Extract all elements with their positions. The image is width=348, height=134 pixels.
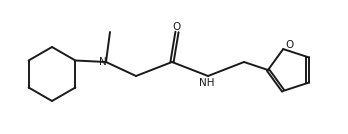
Text: N: N [98,57,106,67]
Text: O: O [285,40,293,50]
Text: NH: NH [199,78,215,88]
Text: O: O [172,22,180,32]
